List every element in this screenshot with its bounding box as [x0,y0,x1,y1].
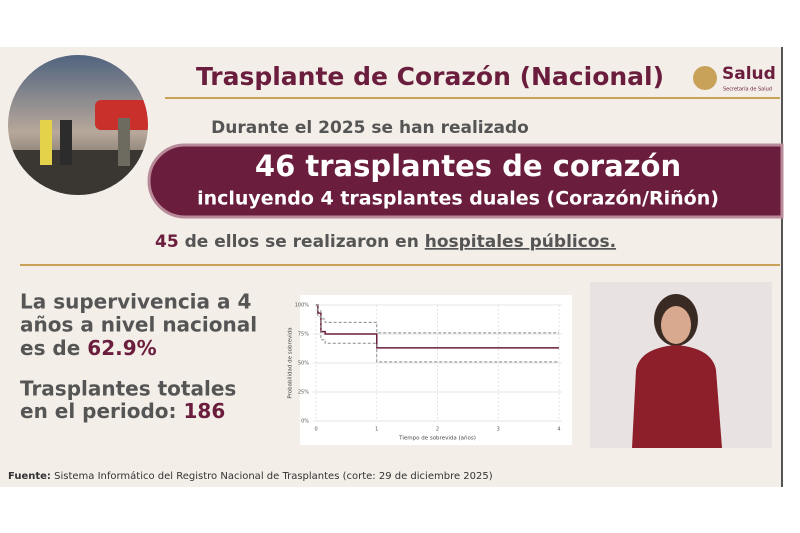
intro: Durante el 2025 se han realizado [211,118,529,138]
survival-line: La supervivencia a 4 [20,290,251,314]
x-tick-label: 1 [375,427,378,433]
highlight-number: 45 [155,232,179,252]
banner-sub: incluyendo 4 trasplantes duales (Corazón… [197,188,719,210]
source: Fuente: Sistema Informático del Registro… [8,470,493,482]
totals-line: en el periodo: [20,399,177,423]
survival-line: años a nivel nacional [20,313,257,337]
survival-value: 62.9% [87,336,156,360]
y-tick-label: 100% [295,303,310,309]
totals-line: en el periodo: 186 [20,399,225,423]
y-axis-label: Probabilidad de sobrevida [288,327,294,398]
totals-line: Trasplantes totales [20,377,236,401]
x-tick-label: 2 [436,427,439,433]
x-tick-label: 4 [557,427,560,433]
totals-value: 186 [184,399,226,423]
chart: 0% 25% 50% 75% 100% 0 1 2 3 4 Tiempo de sobrevida … [288,295,572,445]
source-text: Sistema Informático del Registro Naciona… [54,470,493,482]
signer-video [590,282,772,448]
photo [6,53,150,197]
photo-frame [4,51,152,199]
series-line [316,304,559,334]
survival-line: es de [20,336,80,360]
y-tick-label: 25% [298,390,309,396]
survival-line: es de 62.9% [20,336,157,360]
y-tick-label: 75% [298,332,309,338]
logo-subtext: Secretaría de Salud [723,86,772,93]
logo-emblem [693,66,717,90]
x-tick-label: 3 [497,427,500,433]
source-label: Fuente: [8,471,51,482]
banner-main: 46 trasplantes de corazón [255,149,681,183]
banner [147,143,784,219]
x-axis-label: Tiempo de sobrevida (años) [398,436,476,442]
logo-text: Salud [722,64,776,84]
x-tick-label: 0 [314,427,317,433]
y-tick-label: 50% [298,361,309,367]
series-line [316,304,559,363]
highlight: 45 de ellos se realizaron en hospitales … [155,232,616,252]
highlight-link: hospitales públicos. [425,232,616,252]
highlight-text: de ellos se realizaron en [185,232,419,252]
title: Trasplante de Corazón (Nacional) [196,62,664,91]
chart-background [300,295,572,445]
y-tick-label: 0% [301,419,309,425]
